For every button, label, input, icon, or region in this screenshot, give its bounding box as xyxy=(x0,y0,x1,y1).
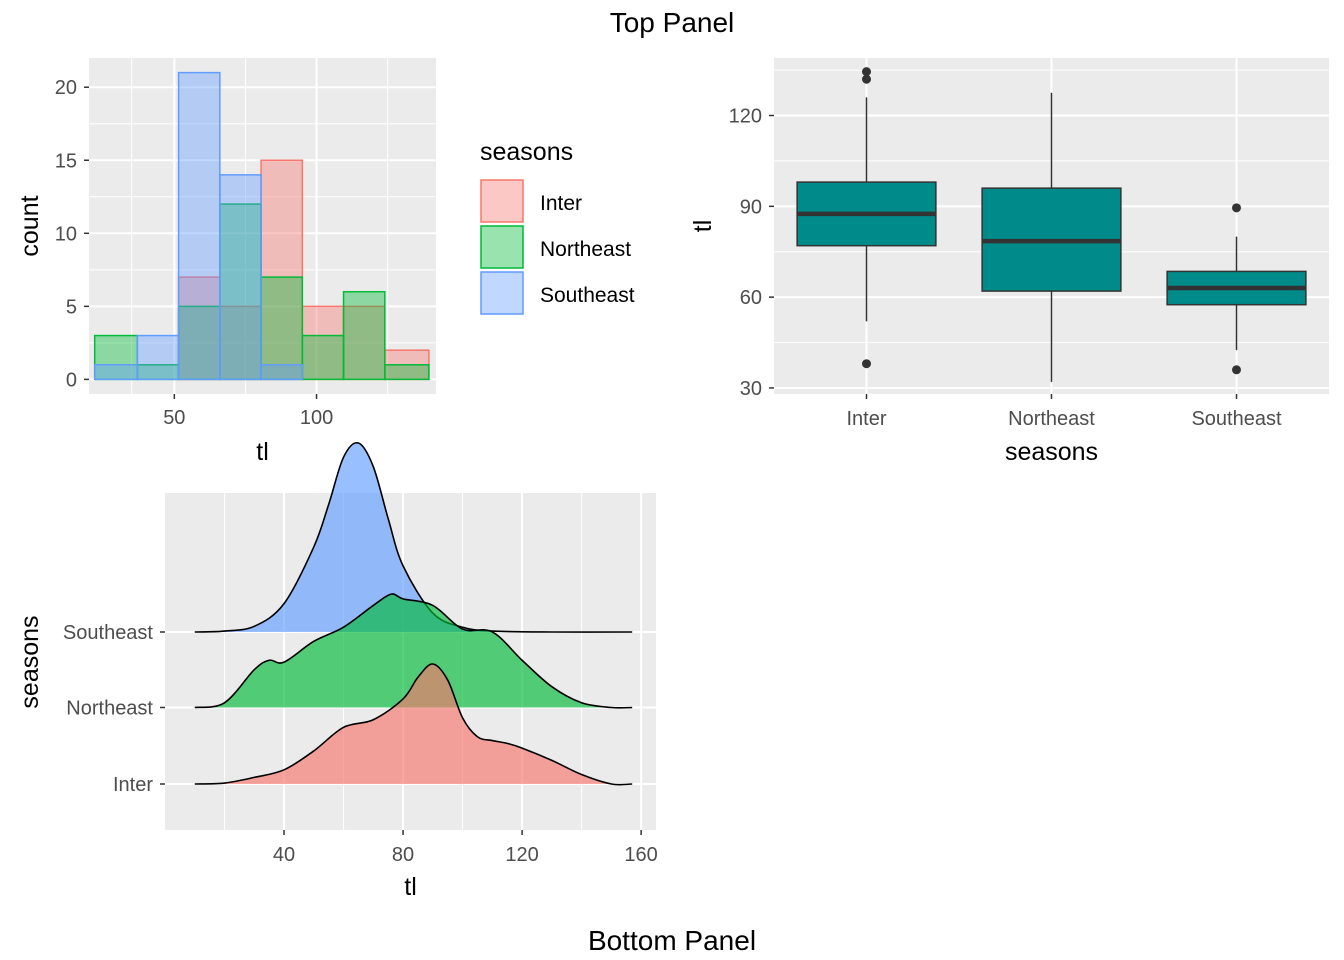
ridgeline-y-tick-label: Inter xyxy=(113,774,153,796)
boxplot-outlier-southeast xyxy=(1232,203,1241,213)
legend-key-southeast xyxy=(480,271,524,315)
histogram-bar-inter xyxy=(260,159,304,381)
histogram-y-tick-label: 5 xyxy=(66,296,77,318)
boxplot-y-tick-label: 30 xyxy=(740,378,762,400)
histogram-bar-inter xyxy=(301,305,345,381)
boxplot-chart: 30 60 90 120 Inter Northeast Southeast seasons t… xyxy=(689,58,1329,466)
ridgeline-area-southeast xyxy=(194,442,633,633)
legend-label-inter: Inter xyxy=(540,192,582,215)
histogram-y-tick-label: 20 xyxy=(55,77,77,99)
top-panel-title: Top Panel xyxy=(610,7,735,38)
ridgeline-y-tick-label: Northeast xyxy=(66,698,153,720)
boxplot-x-tick-label: Southeast xyxy=(1191,408,1282,430)
ridgeline-chart: 40 80 120 160 Inter Northeast Southeast tl seaso… xyxy=(16,441,658,901)
ridgeline-y-axis-title: seasons xyxy=(16,615,44,708)
legend-key-inter xyxy=(480,179,524,223)
ridgeline-y-tick-label: Southeast xyxy=(63,622,154,644)
ridgeline-outline-inter xyxy=(194,663,633,786)
ridgeline-area-northeast xyxy=(194,593,633,708)
ridgeline-x-tick-label: 120 xyxy=(505,844,538,866)
histogram-bar-inter xyxy=(219,305,262,381)
boxplot-x-tick-label: Northeast xyxy=(1008,408,1095,430)
ridgeline-x-tick-label: 40 xyxy=(273,844,295,866)
boxplot-outlier-inter xyxy=(862,74,871,84)
boxplot-y-tick-label: 60 xyxy=(740,287,762,309)
boxplot-outlier-southeast xyxy=(1232,365,1241,375)
ridgeline-outline-northeast xyxy=(194,593,633,709)
legend-label-northeast: Northeast xyxy=(540,238,631,261)
ridgeline-area-inter xyxy=(194,663,633,785)
histogram-bar-northeast xyxy=(301,334,345,381)
boxplot-y-axis-title: tl xyxy=(689,220,717,233)
ridgeline-x-tick-label: 80 xyxy=(392,844,414,866)
ridgeline-x-tick-label: 160 xyxy=(624,844,657,866)
boxplot-outlier-inter xyxy=(862,359,871,369)
histogram-bar-southeast xyxy=(136,334,180,381)
boxplot-x-tick-label: Inter xyxy=(846,408,886,430)
legend-label-southeast: Southeast xyxy=(540,284,635,307)
boxplot-y-tick-label: 120 xyxy=(729,106,762,128)
histogram-panel xyxy=(89,58,436,394)
histogram-bar-southeast xyxy=(260,364,304,381)
bottom-panel-title: Bottom Panel xyxy=(588,925,756,956)
legend-key-northeast xyxy=(480,225,524,269)
histogram-x-tick-label: 50 xyxy=(163,407,185,429)
legend-title: seasons xyxy=(480,138,573,166)
histogram-bar-northeast xyxy=(177,305,221,381)
boxplot-outlier-inter xyxy=(862,67,871,77)
histogram-bar-inter xyxy=(177,276,221,381)
histogram-y-tick-label: 15 xyxy=(55,150,77,172)
histogram-bar-northeast xyxy=(384,364,430,381)
ridgeline-x-axis-title: tl xyxy=(404,873,417,901)
histogram-bar-southeast xyxy=(219,174,262,381)
histogram-x-tick-label: 100 xyxy=(300,407,333,429)
boxplot-y-tick-label: 90 xyxy=(740,196,762,218)
histogram-bar-southeast xyxy=(93,364,139,381)
histogram-y-axis-title: count xyxy=(16,195,44,256)
histogram-y-tick-label: 10 xyxy=(55,223,77,245)
histogram-x-axis-title: tl xyxy=(256,438,269,466)
histogram-y-tick-label: 0 xyxy=(66,369,77,391)
boxplot-x-axis-title: seasons xyxy=(1005,438,1098,466)
histogram-bar-southeast xyxy=(177,71,221,381)
histogram-chart: 50 100 0 5 10 15 20 tl count seasons Inter Northeas… xyxy=(16,58,635,466)
histogram-bar-northeast xyxy=(342,290,386,381)
